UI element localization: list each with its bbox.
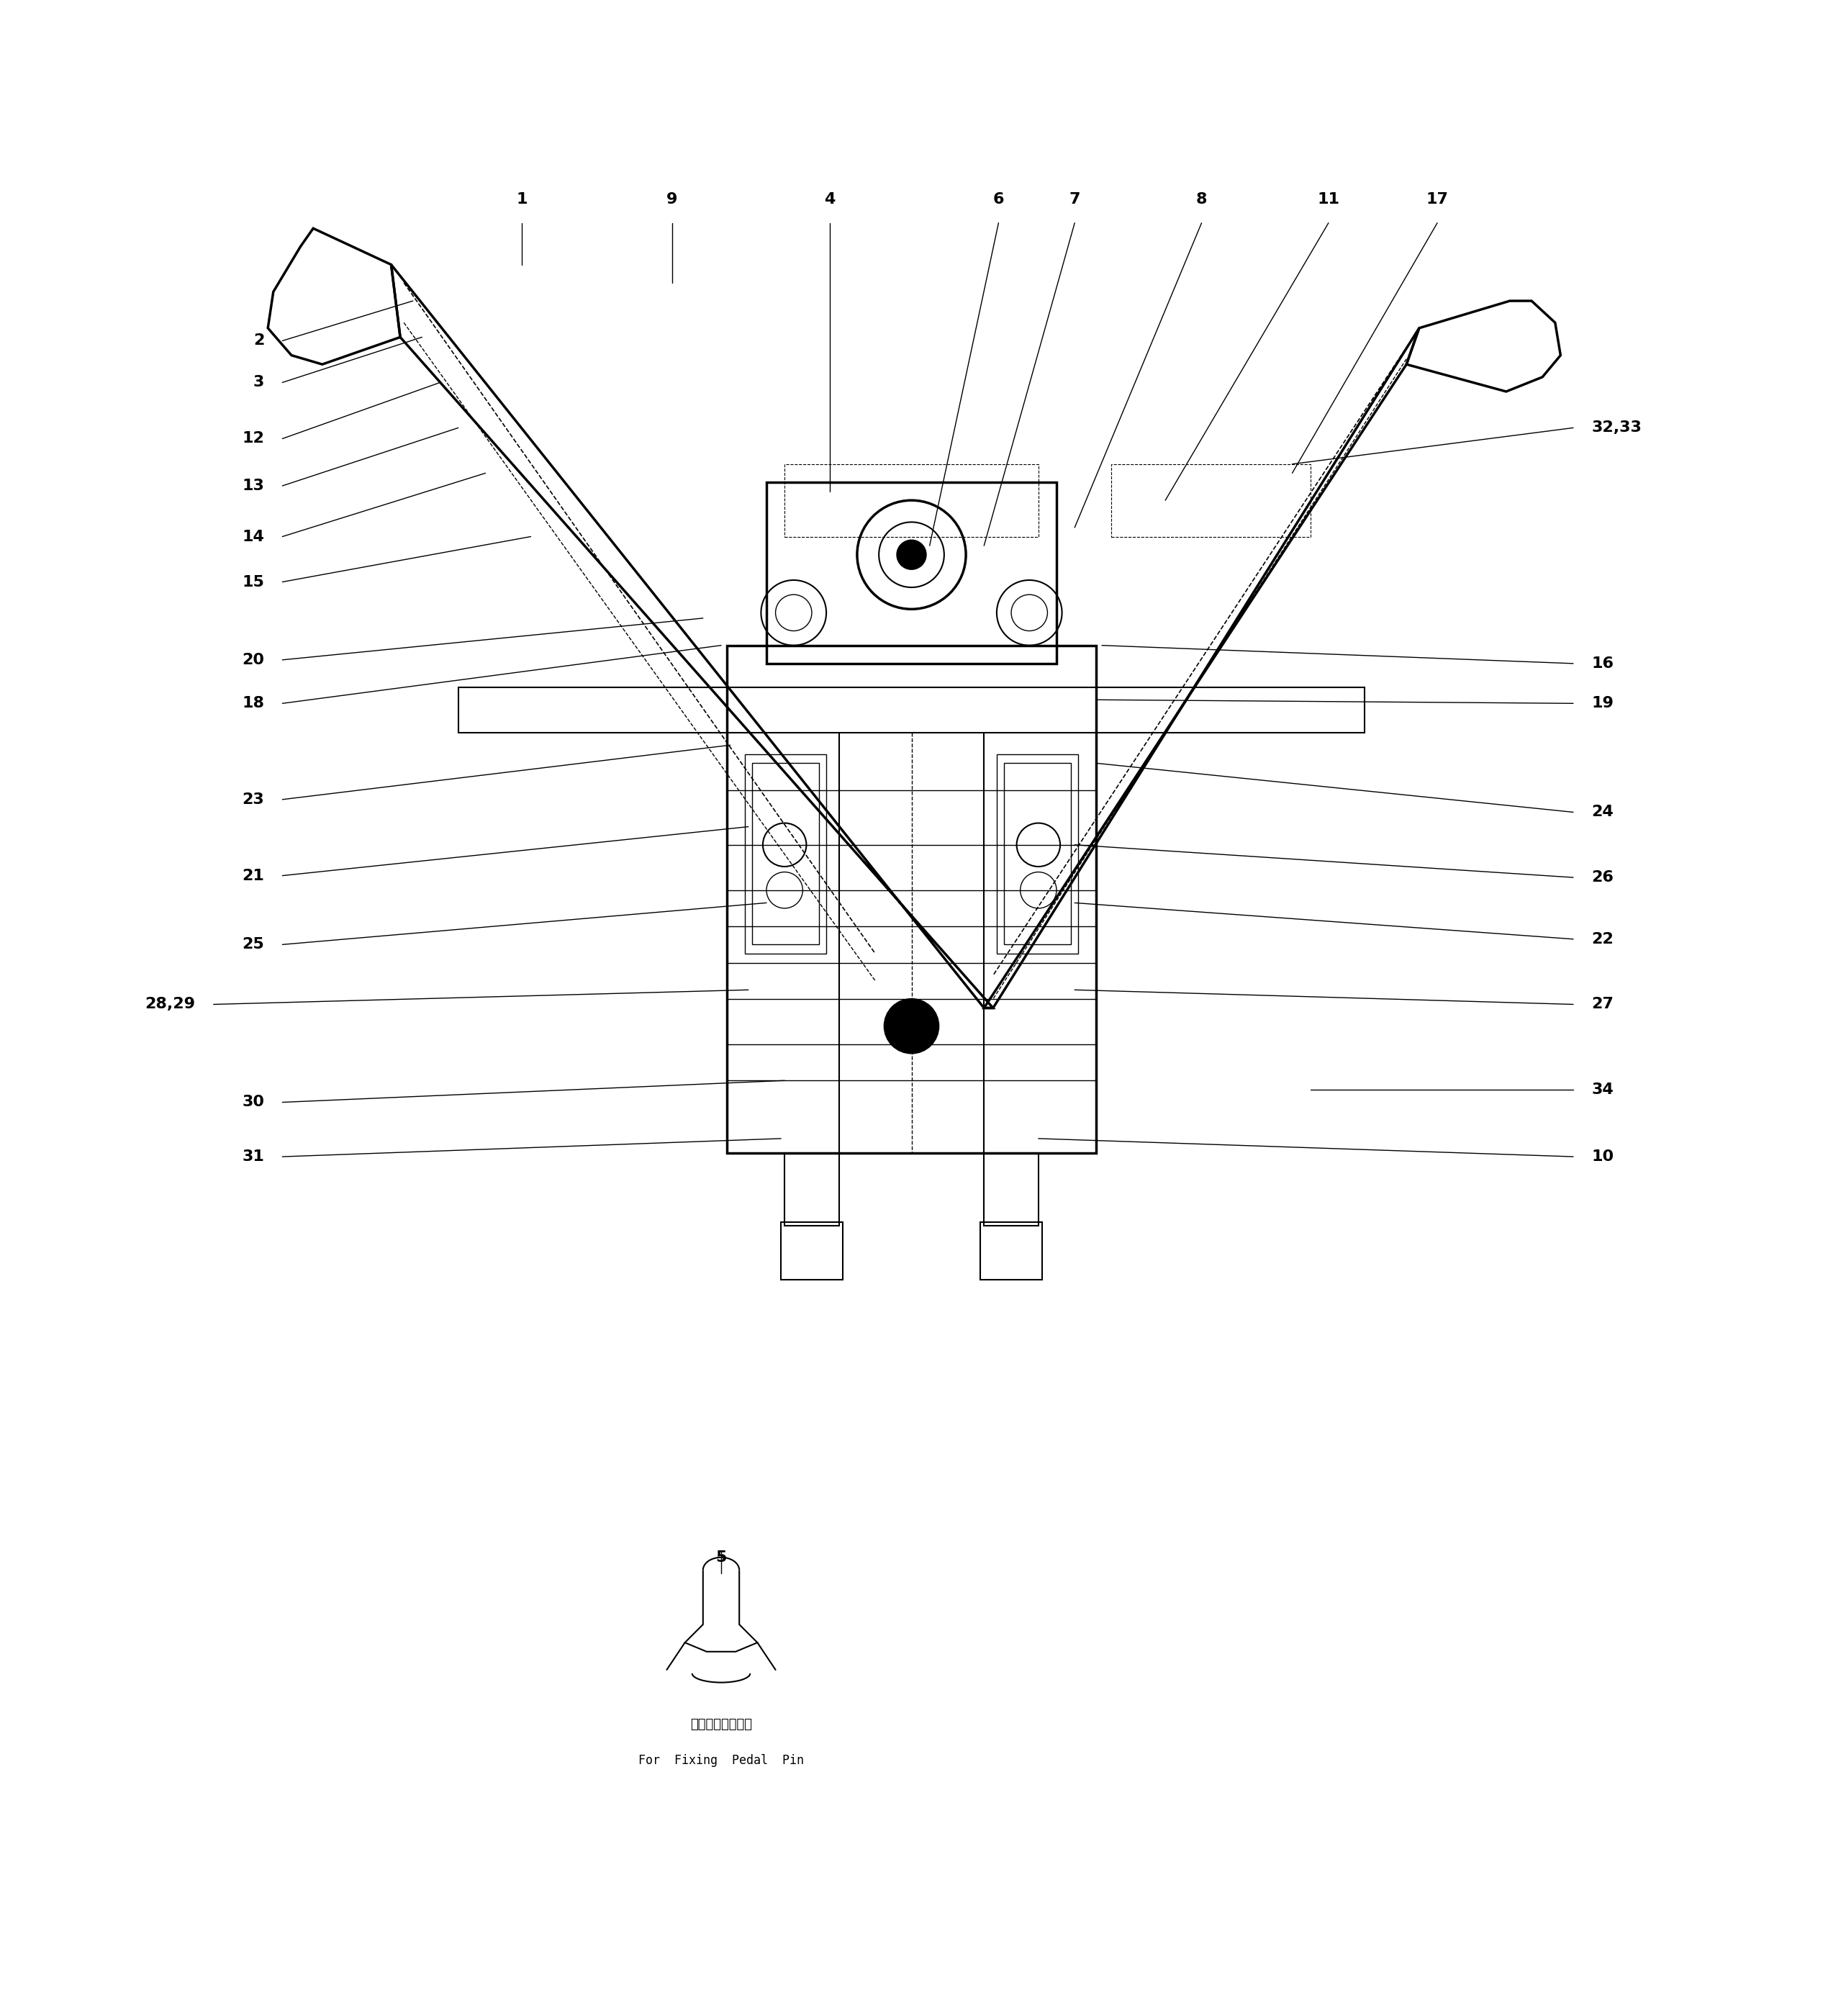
Text: 8: 8 bbox=[1196, 192, 1207, 206]
Text: 5: 5 bbox=[716, 1550, 727, 1564]
Circle shape bbox=[884, 1000, 939, 1052]
Text: 23: 23 bbox=[242, 792, 264, 806]
Bar bbox=[784, 1153, 839, 1226]
Text: 13: 13 bbox=[242, 478, 264, 494]
Text: 17: 17 bbox=[1426, 192, 1449, 206]
Bar bbox=[981, 1222, 1043, 1280]
Text: 30: 30 bbox=[242, 1095, 264, 1109]
Text: 22: 22 bbox=[1591, 931, 1613, 946]
Text: 21: 21 bbox=[242, 869, 264, 883]
Text: For  Fixing  Pedal  Pin: For Fixing Pedal Pin bbox=[638, 1754, 804, 1766]
Text: 28,29: 28,29 bbox=[146, 998, 195, 1012]
Text: 18: 18 bbox=[242, 696, 264, 710]
Text: 11: 11 bbox=[1318, 192, 1340, 206]
Text: 15: 15 bbox=[242, 575, 264, 589]
Text: 24: 24 bbox=[1591, 804, 1613, 818]
Text: 34: 34 bbox=[1591, 1083, 1613, 1097]
Text: ペダルピン固定用: ペダルピン固定用 bbox=[691, 1718, 753, 1730]
Text: 12: 12 bbox=[242, 431, 264, 446]
Text: 2: 2 bbox=[253, 333, 264, 349]
Bar bbox=[727, 645, 1096, 1153]
Bar bbox=[746, 754, 826, 954]
Text: 10: 10 bbox=[1591, 1149, 1613, 1163]
Text: 9: 9 bbox=[667, 192, 678, 206]
Text: 32,33: 32,33 bbox=[1591, 421, 1643, 435]
Text: 20: 20 bbox=[242, 653, 264, 667]
Text: 25: 25 bbox=[242, 937, 264, 952]
Text: 27: 27 bbox=[1591, 998, 1613, 1012]
Bar bbox=[984, 1153, 1039, 1226]
Text: 6: 6 bbox=[994, 192, 1004, 206]
Circle shape bbox=[897, 540, 926, 569]
Text: 3: 3 bbox=[253, 375, 264, 389]
Bar bbox=[997, 754, 1077, 954]
Text: 31: 31 bbox=[242, 1149, 264, 1163]
Bar bbox=[1004, 764, 1072, 946]
Text: 26: 26 bbox=[1591, 871, 1613, 885]
Bar bbox=[766, 482, 1057, 663]
Text: 19: 19 bbox=[1591, 696, 1613, 710]
Text: 4: 4 bbox=[824, 192, 835, 206]
Bar bbox=[780, 1222, 842, 1280]
Text: 1: 1 bbox=[516, 192, 527, 206]
Bar bbox=[458, 687, 1365, 732]
Text: 16: 16 bbox=[1591, 657, 1613, 671]
Text: 14: 14 bbox=[242, 530, 264, 544]
Bar bbox=[751, 764, 819, 946]
Text: 7: 7 bbox=[1068, 192, 1081, 206]
